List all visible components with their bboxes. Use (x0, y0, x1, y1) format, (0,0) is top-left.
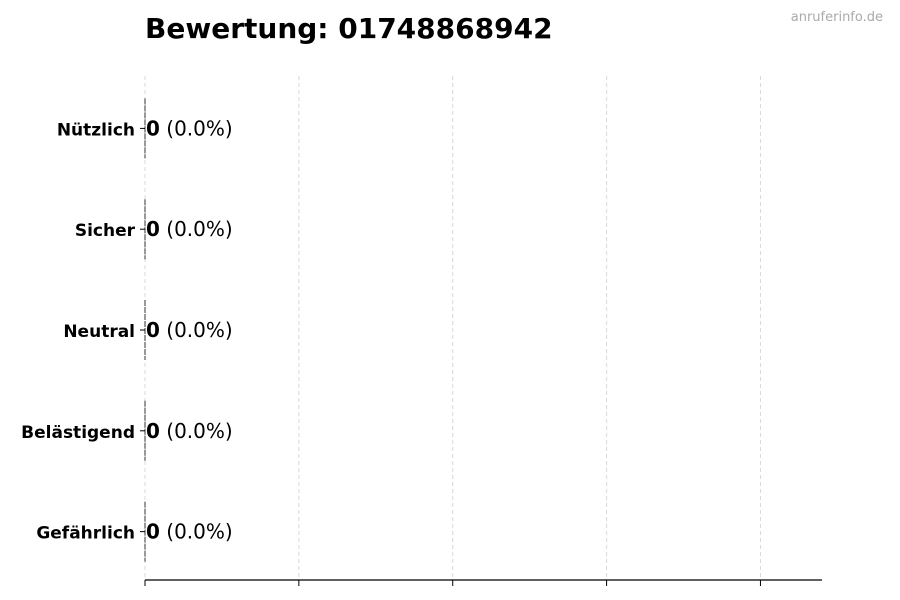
data-label-percent: (0.0%) (160, 520, 233, 544)
chart-title: Bewertung: 01748868942 (145, 12, 553, 45)
data-label: 0 (0.0%) (146, 520, 233, 544)
data-label-count: 0 (146, 520, 160, 544)
y-tick-label: Nützlich (57, 120, 135, 140)
data-label-percent: (0.0%) (160, 217, 233, 241)
data-label-count: 0 (146, 419, 160, 443)
watermark: anruferinfo.de (790, 10, 883, 25)
data-label: 0 (0.0%) (146, 116, 233, 140)
data-label-count: 0 (146, 217, 160, 241)
data-label-count: 0 (146, 116, 160, 140)
data-label: 0 (0.0%) (146, 217, 233, 241)
data-label-percent: (0.0%) (160, 318, 233, 342)
data-label-percent: (0.0%) (160, 419, 233, 443)
y-tick-label: Neutral (63, 322, 135, 342)
data-label: 0 (0.0%) (146, 419, 233, 443)
y-tick-label: Sicher (75, 221, 136, 241)
y-tick-label: Belästigend (21, 423, 135, 443)
data-label: 0 (0.0%) (146, 318, 233, 342)
y-tick-label: Gefährlich (36, 524, 135, 544)
data-label-count: 0 (146, 318, 160, 342)
data-label-percent: (0.0%) (160, 116, 233, 140)
